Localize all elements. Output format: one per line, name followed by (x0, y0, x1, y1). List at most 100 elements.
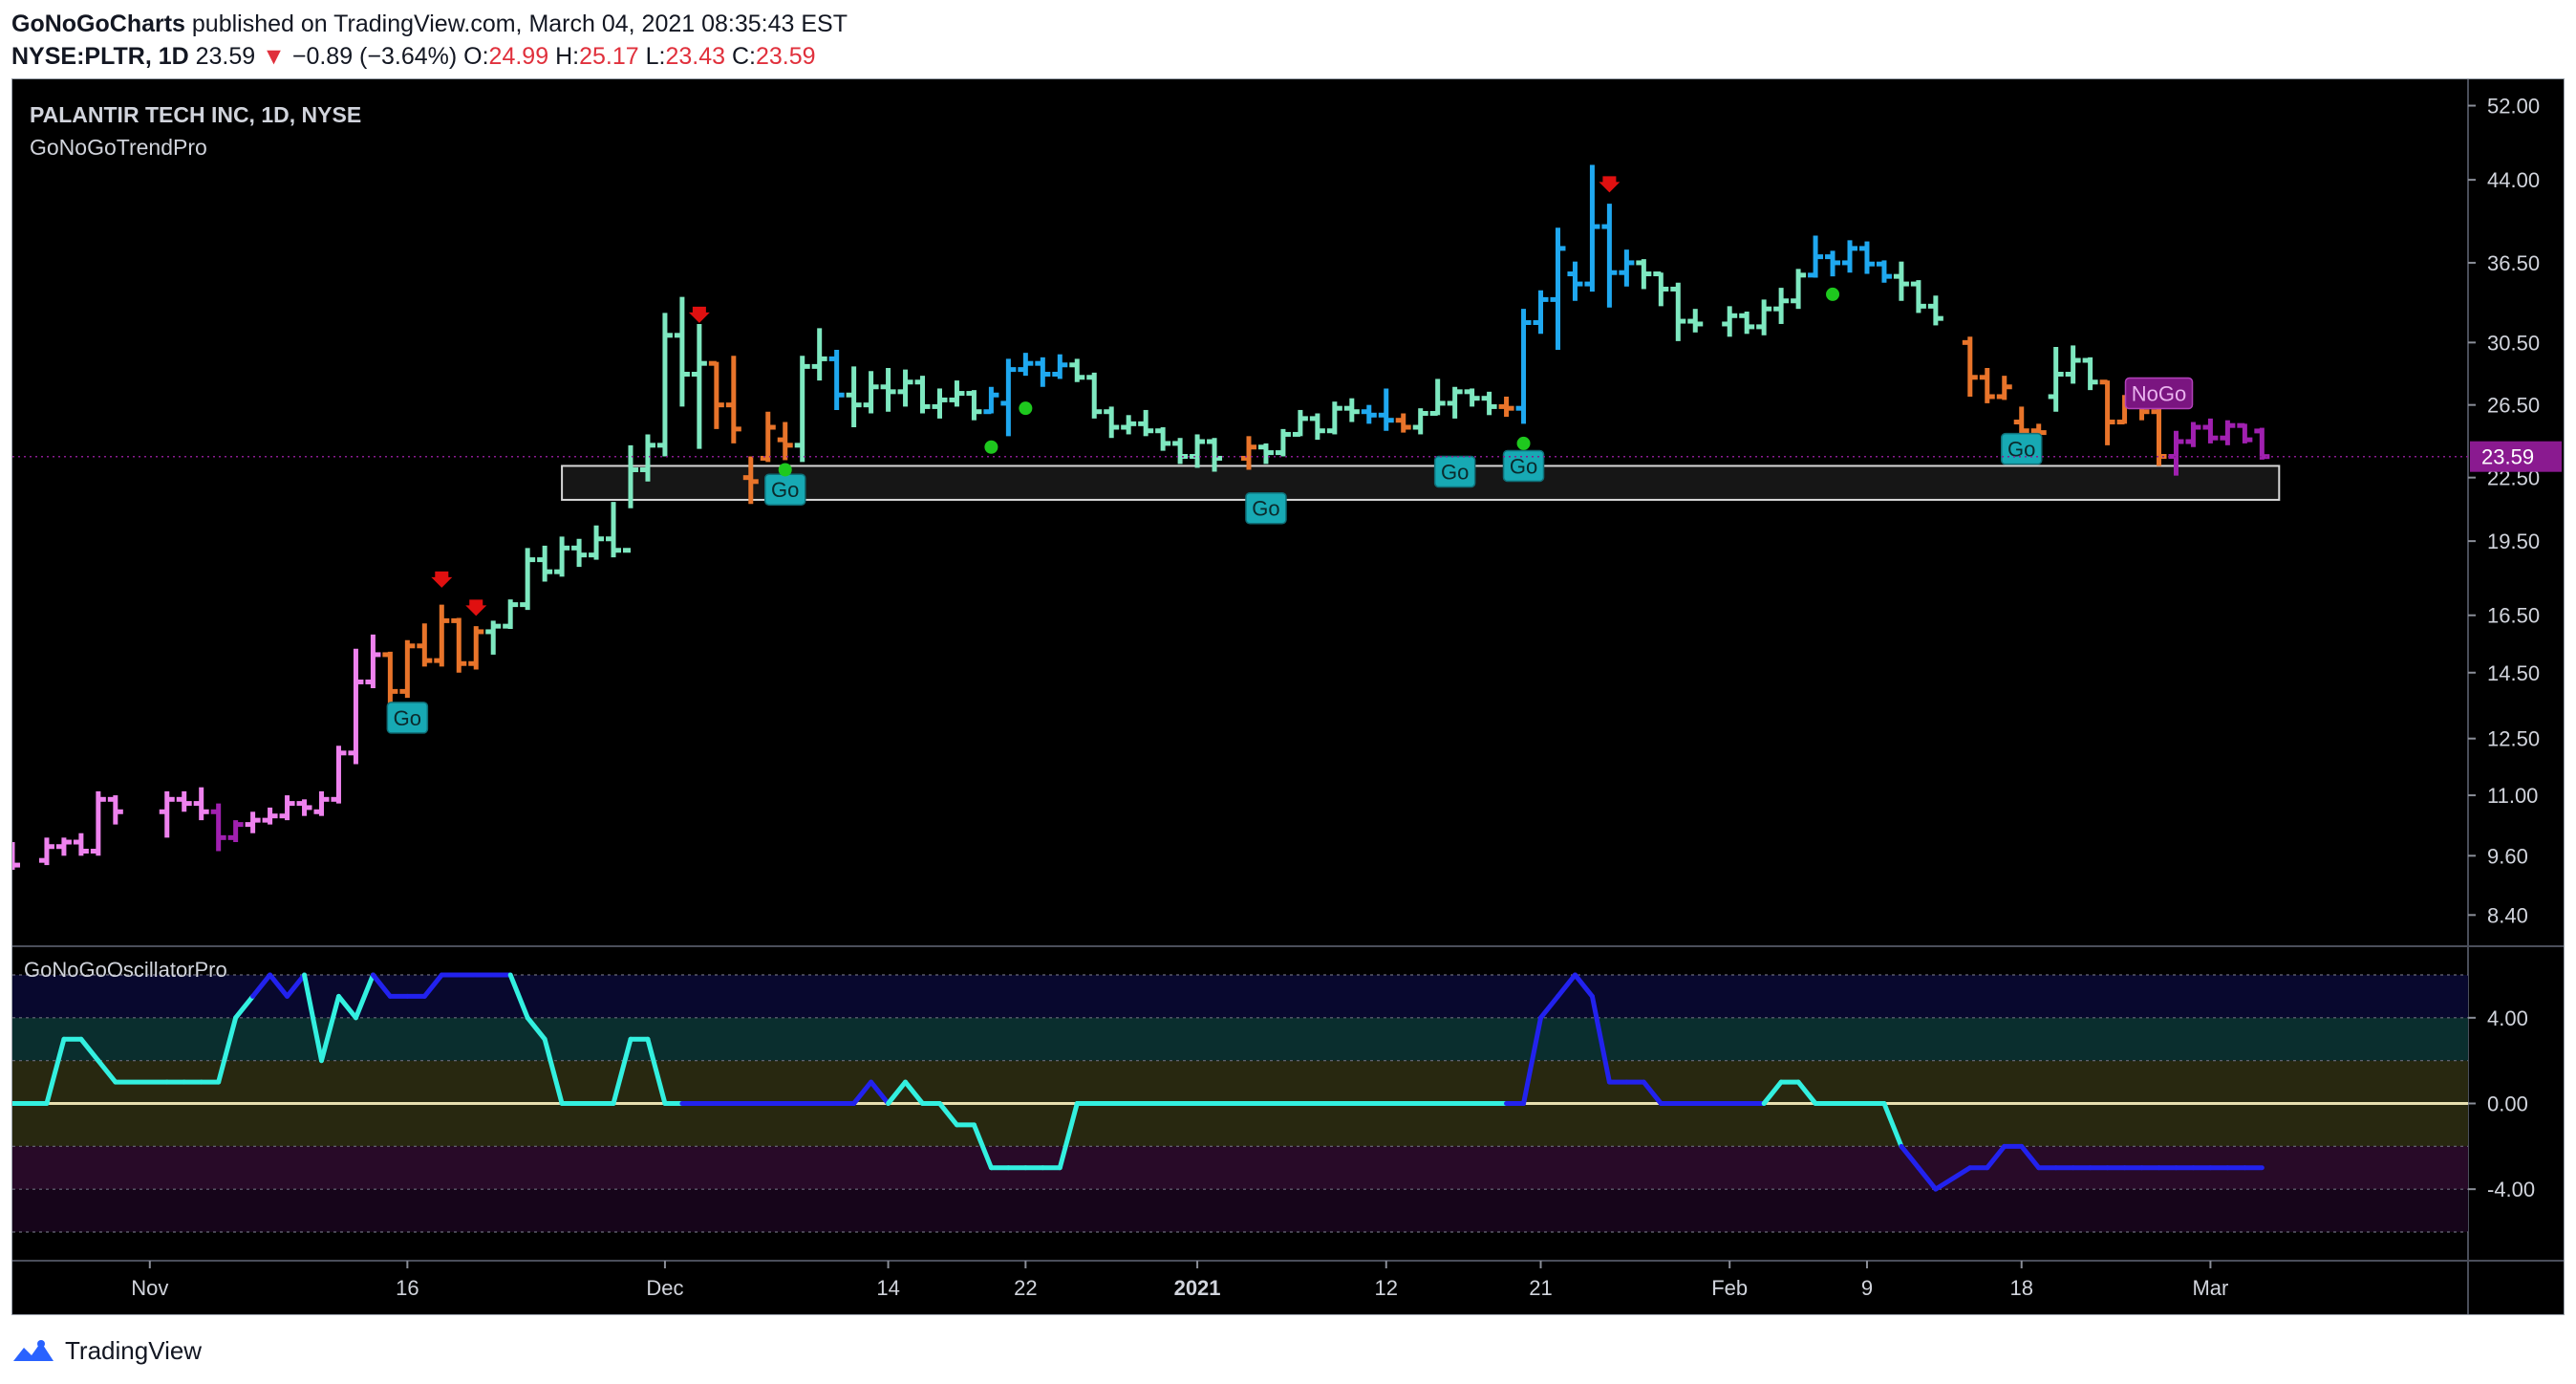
red-arrow-down-icon (1599, 176, 1621, 193)
axes-layer: 52.0044.0036.5030.5026.5022.5019.5016.50… (12, 95, 2562, 1300)
signal-label-box (1245, 491, 1287, 525)
ohlc-bar (399, 639, 416, 699)
oscillator-line-segment (1899, 1143, 1921, 1171)
ohlc-bar (1858, 241, 1875, 274)
signal-label-box (386, 702, 429, 734)
ohlc-bar (1670, 282, 1686, 341)
ohlc-bar (1515, 309, 1532, 424)
ohlc-bar (1429, 378, 1446, 417)
down-arrow-icon: ▼ (262, 43, 286, 70)
ohlc-bar (1842, 240, 1858, 273)
price-tick-label: 11.00 (2487, 784, 2538, 808)
go-signal-label: Go (386, 702, 429, 734)
ohlc-bar (2202, 418, 2219, 443)
ohlc-bar (1791, 269, 1807, 310)
red-arrow-down-icon (465, 599, 487, 616)
ohlc-bar (932, 388, 948, 419)
ohlc-bar (1636, 259, 1652, 290)
ohlc-bar (2065, 345, 2081, 384)
last-price: 23.59 (195, 43, 256, 70)
ohlc-bar (691, 323, 707, 449)
ohlc-bar (520, 548, 536, 611)
ohlc-bar (828, 350, 845, 410)
ohlc-bar (914, 376, 931, 414)
nogo-signal-label: NoGo (2124, 377, 2194, 410)
oscillator-line-segment (370, 972, 393, 999)
oscillator-line-segment (1916, 1165, 1939, 1192)
ohlc-bar (227, 820, 244, 843)
ohlc-bar (1155, 427, 1171, 451)
ohlc-bar (1464, 388, 1480, 407)
oscillator-line-segment (869, 1079, 891, 1106)
chart-svg[interactable]: Go Go Go Go Go Go NoGo 52.00 44.00 36.50 30.50 26.… (12, 79, 2564, 1314)
ohlc-bar (1498, 396, 1514, 418)
ohlc-bar (1138, 409, 1154, 437)
time-tick-label: Feb (1711, 1276, 1748, 1300)
footer: TradingView (11, 1329, 202, 1373)
ohlc-bar (708, 360, 724, 429)
ohlc-bar (794, 356, 810, 463)
ohlc-bar (2013, 406, 2029, 437)
ohlc-line: NYSE:PLTR, 1D 23.59 ▼ −0.89 (−3.64%) O:2… (11, 40, 2563, 73)
green-dot-icon (984, 440, 998, 454)
oscillator-band (12, 1017, 2468, 1061)
ohlc-bar (1996, 376, 2012, 400)
ohlc-bar (1069, 358, 1085, 382)
tradingview-logo-icon[interactable] (11, 1336, 55, 1365)
ohlc-bar (279, 795, 295, 821)
oscillator-line-segment (421, 972, 444, 999)
ohlc-bar (777, 422, 793, 461)
ohlc-bar (1361, 404, 1377, 424)
symbol-label: NYSE:PLTR, 1D (11, 43, 189, 70)
oscillator-line-segment (1795, 1079, 1818, 1106)
osc-tick-label: -4.00 (2487, 1178, 2535, 1201)
author-name[interactable]: GoNoGoCharts (11, 11, 185, 37)
time-tick-label: 21 (1529, 1276, 1552, 1300)
ohlc-bar (1619, 249, 1635, 287)
osc-tick-label: 0.00 (2487, 1092, 2528, 1116)
ohlc-bar (451, 617, 467, 673)
ohlc-bar (1567, 261, 1583, 301)
support-zone (561, 465, 2281, 501)
ohlc-bar (107, 795, 123, 825)
go-signal-label: Go (1502, 449, 1545, 483)
oscillator-line-segment (78, 1036, 101, 1064)
ohlc-bar (1018, 353, 1034, 377)
ohlc-bar (382, 651, 398, 711)
oscillator-line-segment (96, 1058, 118, 1085)
close-label: C: (731, 43, 756, 70)
tradingview-brand[interactable]: TradingView (65, 1335, 203, 1365)
ohlc-bar (38, 837, 54, 866)
price-tick-label: 36.50 (2487, 251, 2540, 275)
oscillator-line-segment (44, 1036, 67, 1106)
signal-markers: Go Go Go Go Go Go NoGo (386, 176, 2194, 734)
oscillator-line-segment (1589, 993, 1612, 1085)
signal-label-text: Go (394, 706, 421, 730)
price-tick-label: 52.00 (2487, 95, 2540, 119)
ohlc-bar (811, 328, 827, 381)
time-tick-label: Mar (2192, 1276, 2228, 1300)
open-label: O: (463, 43, 489, 70)
signal-label-text: Go (1252, 497, 1279, 521)
time-tick-label: 9 (1861, 1276, 1873, 1300)
ohlc-bar (1104, 406, 1120, 439)
chart-container[interactable]: Go Go Go Go Go Go NoGo 52.00 44.00 36.50 30.50 26.… (11, 78, 2565, 1315)
ohlc-bar (1240, 436, 1256, 470)
ohlc-bar (1825, 250, 1841, 277)
ohlc-bar (348, 648, 364, 765)
ohlc-bar (1739, 312, 1755, 335)
ohlc-bar (1550, 227, 1566, 351)
time-tick-label: Nov (131, 1276, 168, 1300)
go-signal-label: Go (1245, 491, 1287, 525)
oscillator-line-segment (1761, 1079, 1784, 1106)
ohlc-bar (1481, 391, 1497, 416)
time-tick-label: 16 (396, 1276, 419, 1300)
time-tick-label: 12 (1375, 1276, 1398, 1300)
low-label: L: (645, 43, 666, 70)
ohlc-bar (760, 411, 776, 463)
ohlc-bar (1653, 271, 1669, 307)
ohlc-bar (296, 799, 312, 816)
publish-line: GoNoGoCharts published on TradingView.co… (11, 8, 2563, 40)
ohlc-bar (434, 604, 450, 667)
ohlc-bar (1533, 290, 1549, 335)
